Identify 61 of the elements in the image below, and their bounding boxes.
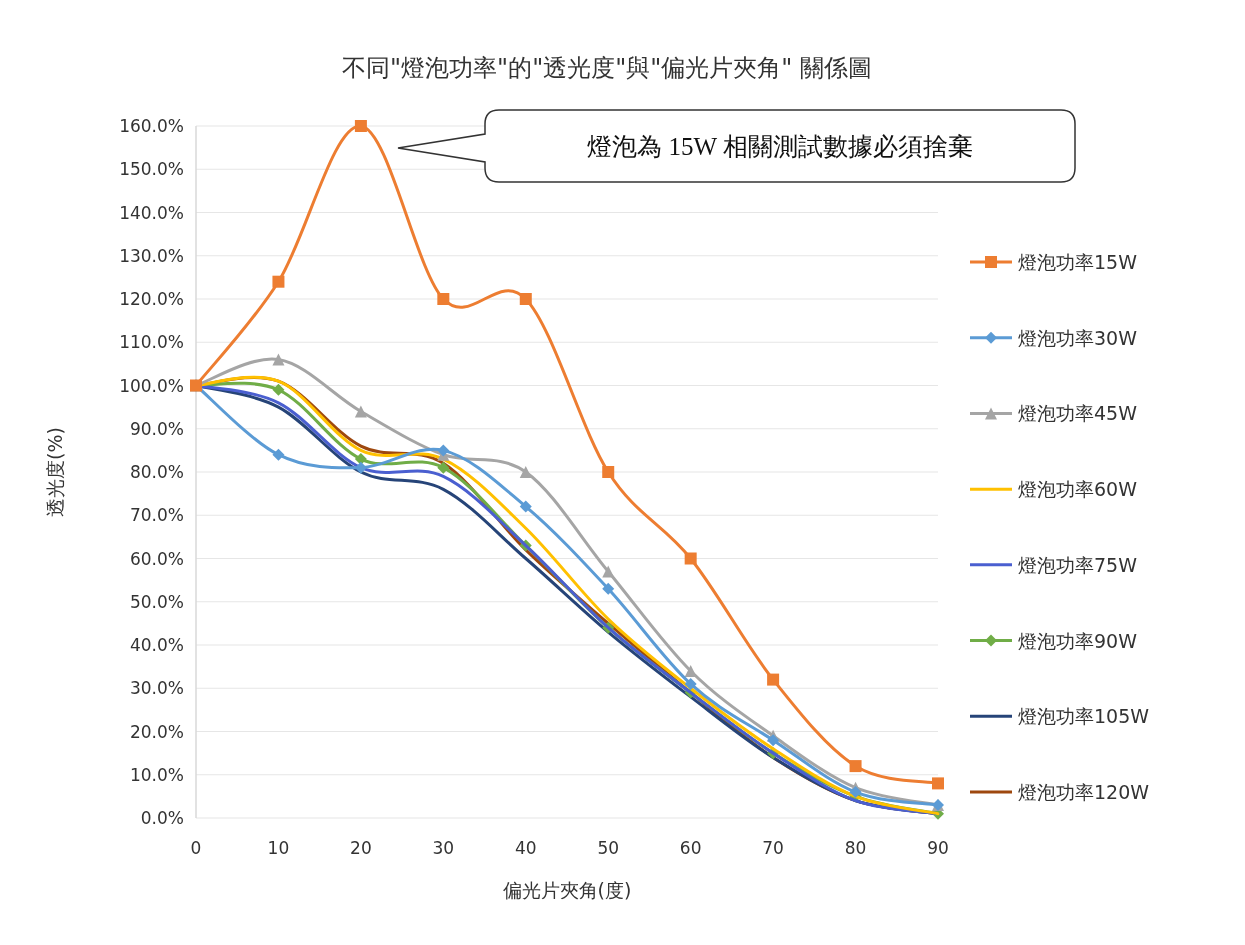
point <box>437 461 450 474</box>
y-axis-title: 透光度(%) <box>44 427 66 517</box>
legend-label: 燈泡功率30W <box>1018 326 1138 349</box>
x-axis-title: 偏光片夾角(度) <box>502 879 632 901</box>
x-tick-label: 80 <box>844 838 867 858</box>
x-tick-label: 50 <box>597 838 620 858</box>
point <box>519 293 532 305</box>
y-tick-label: 60.0% <box>129 548 184 569</box>
point <box>684 677 697 690</box>
point <box>849 786 862 799</box>
point <box>767 673 780 686</box>
point <box>354 405 367 418</box>
point <box>519 500 532 513</box>
legend-label: 燈泡功率45W <box>1018 402 1138 425</box>
legend-label: 燈泡功率75W <box>1018 553 1138 576</box>
legend-label: 燈泡功率15W <box>1018 251 1138 273</box>
x-tick-label: 70 <box>762 838 784 858</box>
x-tick-label: 30 <box>432 838 455 858</box>
point <box>602 582 615 595</box>
y-tick-label: 90.0% <box>129 418 184 439</box>
y-tick-label: 10.0% <box>129 764 184 785</box>
point <box>767 734 780 747</box>
y-tick-label: 50.0% <box>129 591 184 612</box>
y-tick-label: 40.0% <box>129 635 184 655</box>
y-tick-label: 110.0% <box>119 332 184 353</box>
legend-label: 燈泡功率120W <box>1018 781 1150 803</box>
x-tick-label: 40 <box>514 838 537 858</box>
y-tick-label: 160.0% <box>119 116 184 136</box>
point <box>437 293 450 305</box>
y-tick-label: 150.0% <box>119 159 184 180</box>
point <box>272 448 285 461</box>
y-tick-label: 0.0% <box>140 808 184 828</box>
legend-label: 燈泡功率60W <box>1018 478 1138 501</box>
y-tick-label: 70.0% <box>129 505 184 526</box>
y-tick-label: 120.0% <box>119 289 184 309</box>
point <box>684 552 697 565</box>
x-tick-label: 0 <box>190 838 202 858</box>
point <box>272 383 285 396</box>
y-tick-label: 80.0% <box>129 462 184 482</box>
point <box>849 760 862 773</box>
y-tick-label: 20.0% <box>129 721 184 742</box>
point <box>602 565 615 578</box>
point <box>272 353 285 366</box>
x-tick-label: 60 <box>679 838 702 858</box>
y-tick-label: 100.0% <box>119 375 184 396</box>
point <box>354 120 367 132</box>
y-tick-label: 140.0% <box>119 202 184 223</box>
x-tick-label: 20 <box>350 838 372 858</box>
point <box>519 466 532 478</box>
legend-label: 燈泡功率90W <box>1018 629 1138 652</box>
legend-label: 燈泡功率105W <box>1018 705 1150 728</box>
y-tick-label: 30.0% <box>129 678 184 699</box>
annotation: 燈泡為 15W 相關測試數據必須捨棄 <box>587 133 973 160</box>
point <box>932 777 944 790</box>
point <box>437 444 450 457</box>
point <box>602 466 615 478</box>
x-tick-label: 90 <box>927 838 949 858</box>
point <box>272 275 285 288</box>
y-tick-label: 130.0% <box>119 245 184 266</box>
chart-title: 不同"燈泡功率"的"透光度"與"偏光片夾角" 關係圖 <box>342 54 872 82</box>
x-tick-label: 10 <box>267 838 290 858</box>
